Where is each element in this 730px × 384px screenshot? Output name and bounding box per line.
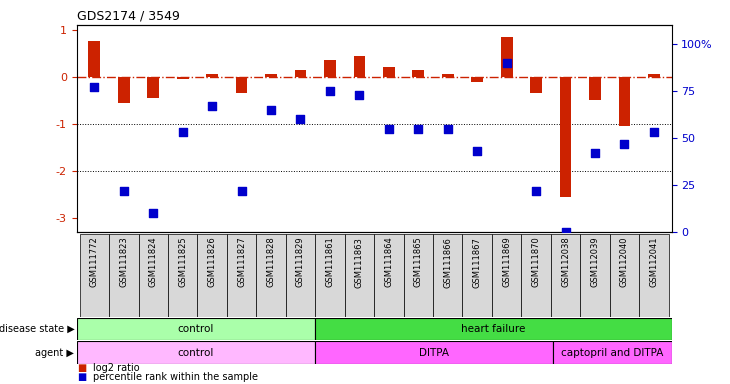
Bar [383,67,395,77]
Bar [207,74,218,77]
Text: GSM111863: GSM111863 [355,237,364,288]
Point [501,60,512,66]
Text: log2 ratio: log2 ratio [93,363,139,373]
Bar [374,234,404,317]
Text: GSM111772: GSM111772 [90,237,99,288]
Bar [404,234,433,317]
Text: GSM111827: GSM111827 [237,237,246,288]
Bar [315,318,672,340]
Bar [168,234,197,317]
Bar [492,234,521,317]
Text: heart failure: heart failure [461,324,526,334]
Text: captopril and DITPA: captopril and DITPA [561,348,664,358]
Point [265,107,277,113]
Text: GSM112039: GSM112039 [591,237,599,287]
Bar [197,234,227,317]
Bar [77,318,315,340]
Bar [295,70,307,77]
Bar [553,341,672,364]
Bar [560,77,572,197]
Text: GSM111864: GSM111864 [385,237,393,288]
Point [324,88,336,94]
Point [177,129,188,136]
Bar [353,56,365,77]
Bar [88,41,100,77]
Text: disease state ▶: disease state ▶ [0,324,74,334]
Point [236,188,247,194]
Text: GDS2174 / 3549: GDS2174 / 3549 [77,10,180,23]
Text: GSM112040: GSM112040 [620,237,629,287]
Text: GSM111867: GSM111867 [473,237,482,288]
Bar [551,234,580,317]
Text: GSM112038: GSM112038 [561,237,570,288]
Point [648,129,660,136]
Text: control: control [177,348,214,358]
Text: DITPA: DITPA [418,348,449,358]
Bar [580,234,610,317]
Bar [530,77,542,93]
Text: GSM111869: GSM111869 [502,237,511,288]
Bar [256,234,285,317]
Bar [118,77,130,103]
Bar [109,234,139,317]
Point [295,116,307,122]
Text: GSM111870: GSM111870 [531,237,541,288]
Point [589,150,601,156]
Bar [227,234,256,317]
Point [412,126,424,132]
Text: control: control [177,324,214,334]
Bar [433,234,463,317]
Bar [639,234,669,317]
Bar [618,77,631,126]
Text: ■: ■ [77,363,86,373]
Text: GSM111826: GSM111826 [207,237,217,288]
Point [530,188,542,194]
Text: ■: ■ [77,372,86,382]
Bar [315,341,553,364]
Bar [589,77,601,100]
Bar [412,70,424,77]
Bar [521,234,551,317]
Point [88,84,100,90]
Point [118,188,130,194]
Bar [285,234,315,317]
Bar [236,77,247,93]
Bar [345,234,374,317]
Text: GSM111825: GSM111825 [178,237,187,287]
Bar [463,234,492,317]
Text: GSM111829: GSM111829 [296,237,305,287]
Text: percentile rank within the sample: percentile rank within the sample [93,372,258,382]
Point [472,148,483,154]
Bar [80,234,109,317]
Point [383,126,395,132]
Bar [265,74,277,77]
Bar [501,37,512,77]
Bar [177,77,188,79]
Text: GSM111866: GSM111866 [443,237,453,288]
Bar [324,60,336,77]
Point [442,126,453,132]
Bar [147,77,159,98]
Bar [315,234,345,317]
Point [618,141,630,147]
Text: GSM112041: GSM112041 [650,237,658,287]
Bar [77,341,315,364]
Text: GSM111861: GSM111861 [326,237,334,288]
Bar [472,77,483,81]
Bar [442,74,453,77]
Bar [648,74,660,77]
Text: GSM111824: GSM111824 [149,237,158,287]
Text: GSM111865: GSM111865 [414,237,423,288]
Text: GSM111828: GSM111828 [266,237,275,288]
Point [207,103,218,109]
Text: agent ▶: agent ▶ [36,348,74,358]
Point [560,229,572,235]
Bar [139,234,168,317]
Bar [610,234,639,317]
Point [353,92,365,98]
Point [147,210,159,217]
Text: GSM111823: GSM111823 [119,237,128,288]
